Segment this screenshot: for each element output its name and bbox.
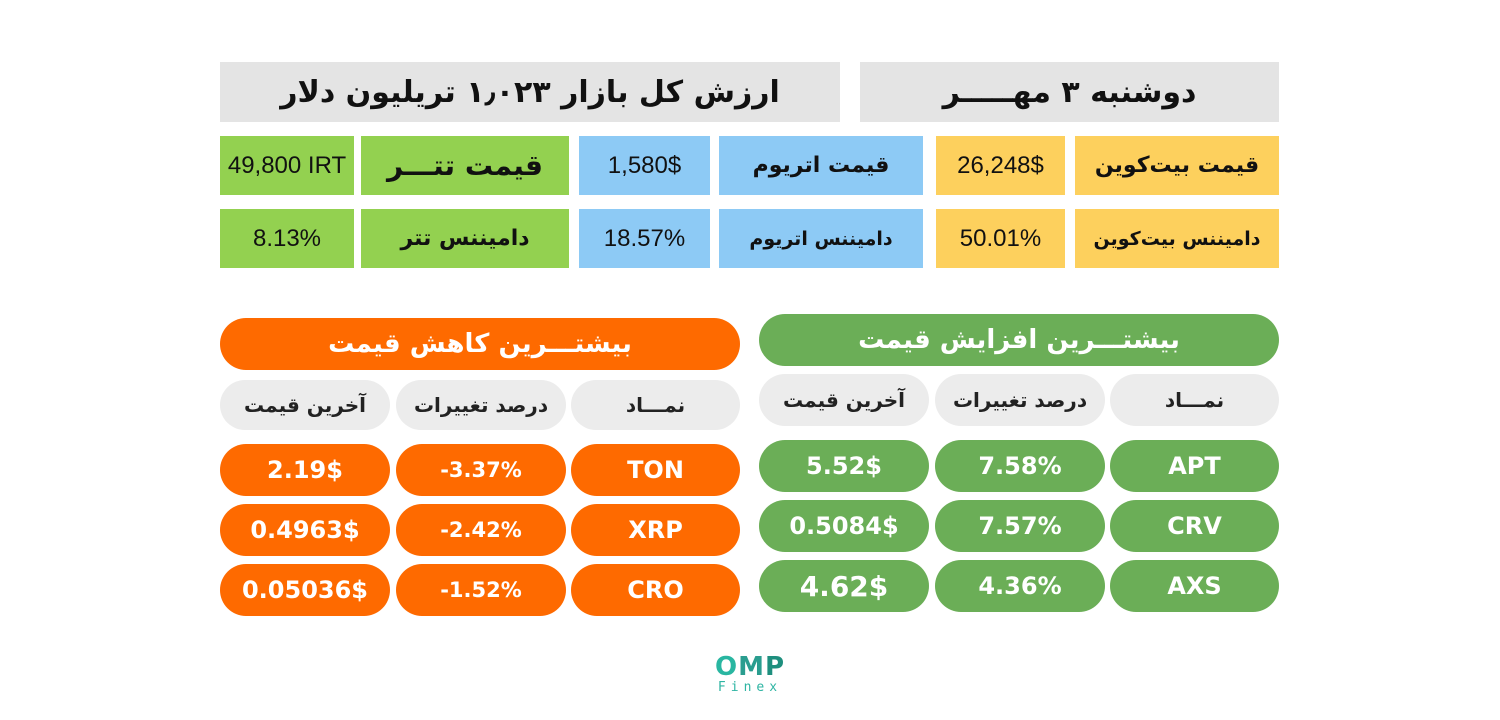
tether-dominance-value: 8.13% — [220, 209, 354, 268]
tether-price-label: قیمت تتـــر — [361, 136, 569, 195]
gainers-row-1-change: 7.58% — [935, 440, 1105, 492]
gainers-row-1-symbol: APT — [1110, 440, 1279, 492]
btc-dominance-value: 50.01% — [936, 209, 1065, 268]
gainers-row-2-symbol: CRV — [1110, 500, 1279, 552]
logo-letter-o: O — [714, 652, 739, 682]
gainers-col-symbol: نمـــاد — [1110, 374, 1279, 426]
btc-price-label: قیمت بیت‌کوین — [1075, 136, 1279, 195]
btc-dominance-label: دامیننس بیت‌کوین — [1075, 209, 1279, 268]
top-losers-title: بیشتـــرین کاهش قیمت — [220, 318, 740, 370]
btc-price-value: 26,248$ — [936, 136, 1065, 195]
gainers-col-change: درصد تغییرات — [935, 374, 1105, 426]
losers-row-3-change: -1.52% — [396, 564, 566, 616]
gainers-col-last-price: آخرین قیمت — [759, 374, 929, 426]
eth-price-value: 1,580$ — [579, 136, 710, 195]
logo-finex-text: Finex — [717, 680, 783, 695]
logo-omp-text: OMP — [700, 652, 800, 682]
gainers-row-3-symbol: AXS — [1110, 560, 1279, 612]
date-banner: دوشنبه ۳ مهـــــر — [860, 62, 1279, 122]
losers-row-2-price: 0.4963$ — [220, 504, 390, 556]
market-cap-banner: ارزش کل بازار ۱٫۰۲۳ تریلیون دلار — [220, 62, 840, 122]
eth-dominance-value: 18.57% — [579, 209, 710, 268]
losers-row-1-change: -3.37% — [396, 444, 566, 496]
losers-col-symbol: نمـــاد — [571, 380, 740, 430]
logo-letter-m: M — [738, 652, 765, 682]
losers-col-last-price: آخرین قیمت — [220, 380, 390, 430]
tether-price-value: 49,800 IRT — [220, 136, 354, 195]
eth-price-label: قیمت اتریوم — [719, 136, 923, 195]
losers-row-2-symbol: XRP — [571, 504, 740, 556]
tether-dominance-label: دامیننس تتر — [361, 209, 569, 268]
losers-col-change: درصد تغییرات — [396, 380, 566, 430]
eth-dominance-label: دامیننس اتریوم — [719, 209, 923, 268]
gainers-row-2-change: 7.57% — [935, 500, 1105, 552]
gainers-row-3-price: 4.62$ — [759, 560, 929, 612]
gainers-row-1-price: 5.52$ — [759, 440, 929, 492]
losers-row-1-price: 2.19$ — [220, 444, 390, 496]
logo-letter-p: P — [764, 652, 786, 682]
gainers-row-2-price: 0.5084$ — [759, 500, 929, 552]
losers-row-2-change: -2.42% — [396, 504, 566, 556]
losers-row-3-price: 0.05036$ — [220, 564, 390, 616]
losers-row-3-symbol: CRO — [571, 564, 740, 616]
losers-row-1-symbol: TON — [571, 444, 740, 496]
omp-finex-logo: OMP Finex — [700, 652, 800, 698]
top-gainers-title: بیشتـــرین افزایش قیمت — [759, 314, 1279, 366]
gainers-row-3-change: 4.36% — [935, 560, 1105, 612]
